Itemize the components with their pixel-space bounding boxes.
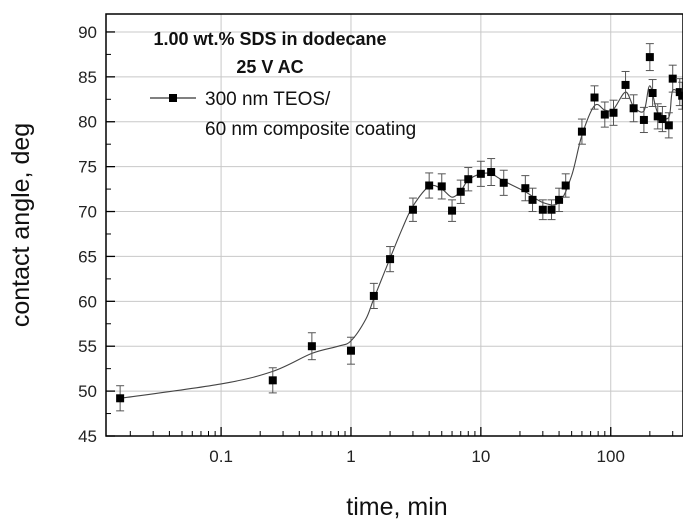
data-marker — [538, 205, 547, 214]
annotation-line-2: 25 V AC — [236, 57, 303, 77]
data-point — [268, 367, 277, 394]
data-point — [448, 199, 457, 222]
data-marker — [648, 89, 657, 98]
x-tick-label: 1 — [346, 447, 355, 466]
data-marker — [653, 112, 662, 121]
data-point — [521, 175, 530, 202]
x-axis-title: time, min — [346, 493, 447, 521]
y-tick-label: 50 — [78, 382, 97, 401]
data-point — [653, 103, 662, 130]
data-marker — [437, 182, 446, 191]
data-marker — [600, 110, 609, 119]
data-point — [456, 179, 465, 204]
data-marker — [664, 121, 673, 130]
data-marker — [645, 53, 654, 62]
data-point — [408, 197, 417, 222]
data-point — [386, 246, 395, 273]
legend-marker — [169, 94, 177, 102]
data-point — [577, 118, 586, 145]
data-marker — [448, 206, 457, 215]
legend: 300 nm TEOS/ 60 nm composite coating — [150, 89, 416, 140]
data-marker — [528, 195, 537, 204]
data-marker — [464, 175, 473, 184]
y-tick-label: 55 — [78, 337, 97, 356]
data-marker — [658, 115, 667, 124]
x-tick-labels: 0.1 1 10 100 — [209, 447, 625, 466]
data-marker — [456, 187, 465, 196]
y-tick-label: 65 — [78, 247, 97, 266]
data-marker — [678, 91, 683, 100]
data-marker — [386, 255, 395, 264]
data-marker — [499, 178, 508, 187]
data-point — [678, 81, 683, 110]
data-marker — [268, 376, 277, 385]
data-marker — [369, 291, 378, 300]
annotation-line-1: 1.00 wt.% SDS in dodecane — [153, 29, 386, 49]
data-point — [600, 101, 609, 128]
data-marker — [487, 168, 496, 177]
data-point — [487, 158, 496, 186]
data-point — [668, 64, 677, 93]
data-marker — [629, 104, 638, 113]
data-point — [629, 94, 638, 123]
x-tick-label: 10 — [471, 447, 490, 466]
data-marker — [116, 394, 125, 403]
y-tick-labels: 45 50 55 60 65 70 75 80 85 90 — [78, 23, 97, 446]
data-point — [561, 173, 570, 198]
data-point — [307, 332, 316, 361]
data-point — [476, 160, 485, 187]
data-marker — [561, 181, 570, 190]
data-marker — [555, 195, 564, 204]
data-point — [555, 187, 564, 213]
data-points-group — [116, 43, 683, 412]
data-marker — [408, 205, 417, 214]
data-point — [609, 99, 618, 126]
x-tick-label: 0.1 — [209, 447, 233, 466]
plot-frame — [105, 13, 683, 437]
data-point — [639, 106, 648, 134]
data-marker — [621, 80, 630, 89]
data-point — [648, 79, 657, 107]
data-marker — [547, 205, 556, 214]
data-marker — [521, 184, 530, 193]
y-tick-label: 75 — [78, 158, 97, 177]
y-tick-label: 70 — [78, 203, 97, 222]
data-point — [658, 105, 667, 133]
data-point — [538, 199, 547, 221]
y-tick-label: 90 — [78, 23, 97, 42]
data-marker — [639, 115, 648, 124]
legend-label-line-1: 300 nm TEOS/ — [205, 89, 331, 110]
y-tick-label: 45 — [78, 427, 97, 446]
data-point — [346, 336, 355, 365]
data-marker — [425, 181, 434, 190]
data-point — [369, 282, 378, 310]
y-tick-label: 85 — [78, 68, 97, 87]
data-marker — [590, 93, 599, 102]
data-point — [590, 85, 599, 110]
data-point — [499, 169, 508, 196]
y-axis-title: contact angle, deg — [7, 123, 35, 327]
data-point — [425, 172, 434, 199]
data-point — [116, 385, 125, 412]
data-marker — [668, 74, 677, 83]
data-point — [547, 199, 556, 221]
data-point — [621, 70, 630, 99]
data-point — [528, 187, 537, 213]
data-marker — [609, 108, 618, 117]
data-point — [664, 112, 673, 139]
y-tick-label: 60 — [78, 292, 97, 311]
axis-ticks — [106, 31, 674, 437]
data-point — [645, 43, 654, 72]
data-point — [464, 167, 473, 192]
x-tick-label: 100 — [597, 447, 625, 466]
y-tick-label: 80 — [78, 113, 97, 132]
data-marker — [577, 127, 586, 136]
data-marker — [476, 169, 485, 178]
data-marker — [307, 342, 316, 351]
legend-label-line-2: 60 nm composite coating — [205, 119, 416, 140]
data-marker — [346, 346, 355, 355]
grid-lines — [106, 14, 683, 436]
data-point — [437, 173, 446, 200]
